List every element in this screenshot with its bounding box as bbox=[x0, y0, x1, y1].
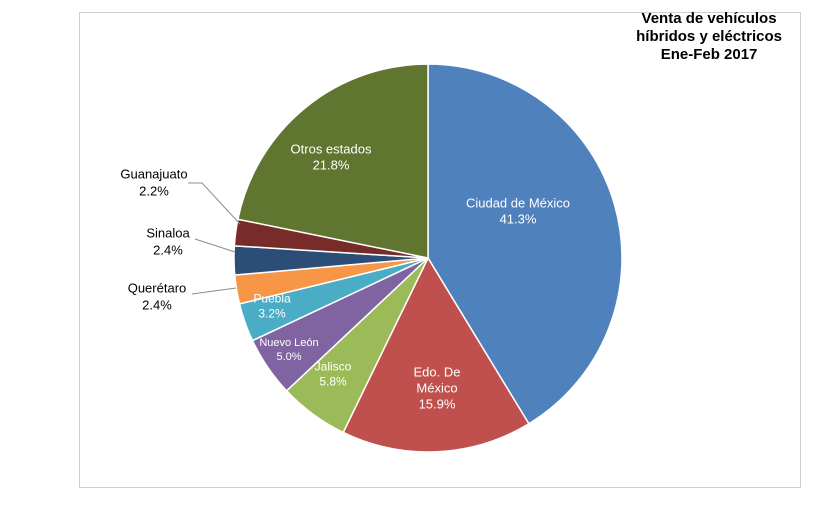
pie-slice-otros-estados bbox=[237, 63, 429, 259]
chart-title-line-1: Venta de vehículos bbox=[641, 10, 777, 27]
pie-label-nuevo-leon: Nuevo León bbox=[259, 337, 318, 349]
pie-slice-edo-de-mexico bbox=[342, 256, 530, 453]
pie-value-puebla: 3.2% bbox=[258, 307, 286, 321]
pie-label-jalisco: Jalisco bbox=[315, 360, 352, 374]
pie-label-edo-de-mexico: México bbox=[416, 380, 457, 395]
pie-slice-ciudad-de-mexico bbox=[427, 63, 623, 425]
pie-value-ciudad-de-mexico: 41.3% bbox=[500, 211, 537, 226]
pie-label-queretaro: Querétaro bbox=[128, 280, 187, 295]
chart-title-line-2: híbridos y eléctricos bbox=[636, 28, 782, 45]
pie-value-guanajuato: 2.2% bbox=[139, 183, 169, 198]
pie-value-sinaloa: 2.4% bbox=[153, 242, 183, 257]
pie-value-queretaro: 2.4% bbox=[142, 297, 172, 312]
leader-line-guanajuato bbox=[188, 182, 241, 225]
leader-line-queretaro bbox=[191, 287, 237, 295]
pie-value-nuevo-leon: 5.0% bbox=[276, 351, 301, 363]
pie-label-puebla: Puebla bbox=[253, 292, 291, 306]
leader-line-sinaloa bbox=[194, 238, 236, 253]
pie-label-ciudad-de-mexico: Ciudad de México bbox=[466, 195, 570, 210]
chart-title-line-3: Ene-Feb 2017 bbox=[660, 46, 758, 63]
pie-label-sinaloa: Sinaloa bbox=[146, 225, 190, 240]
pie-label-otros-estados: Otros estados bbox=[291, 141, 372, 156]
pie-label-guanajuato: Guanajuato bbox=[120, 166, 187, 181]
pie-value-jalisco: 5.8% bbox=[319, 375, 347, 389]
pie-label-edo-de-mexico: Edo. De bbox=[414, 364, 461, 379]
pie-value-edo-de-mexico: 15.9% bbox=[419, 396, 456, 411]
chart-title: Venta de vehículos híbridos y eléctricos… bbox=[636, 10, 782, 64]
pie-value-otros-estados: 21.8% bbox=[313, 157, 350, 172]
